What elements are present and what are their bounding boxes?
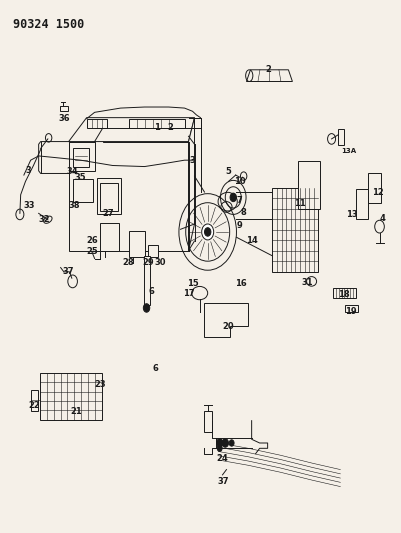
Bar [100,183,118,211]
Text: 18: 18 [338,289,349,298]
Polygon shape [69,118,194,142]
Text: 14: 14 [246,237,257,246]
Bar [144,256,150,305]
Polygon shape [69,128,188,251]
Circle shape [229,440,234,446]
Text: 22: 22 [29,401,41,410]
Bar [40,373,102,419]
Bar [298,161,320,209]
Text: 23: 23 [94,380,105,389]
Text: 12: 12 [373,188,384,197]
Text: 5: 5 [225,167,231,176]
Bar [30,390,38,411]
Text: 30: 30 [155,258,166,266]
Text: 2: 2 [265,66,271,74]
Text: 15: 15 [186,279,198,288]
Text: 34: 34 [66,167,78,176]
Circle shape [205,228,211,236]
Text: 29: 29 [142,258,154,266]
Text: 16: 16 [235,279,246,288]
Text: 13: 13 [346,210,357,219]
Bar [356,189,368,219]
Text: 13A: 13A [341,148,356,154]
Text: 32: 32 [39,215,51,224]
Text: 3: 3 [190,156,195,165]
Circle shape [217,439,223,447]
Text: 31: 31 [302,278,314,287]
Text: 10: 10 [234,177,245,186]
Polygon shape [345,305,358,312]
Bar [272,188,318,272]
Bar [205,411,212,432]
Bar [73,148,89,166]
Bar [73,179,93,201]
Text: 20: 20 [223,321,234,330]
Text: 35: 35 [75,173,87,182]
Bar [129,231,144,257]
Text: 19: 19 [344,307,356,316]
Circle shape [202,224,214,240]
Text: 37: 37 [218,478,229,486]
Bar [60,106,68,111]
Text: 38: 38 [69,201,80,210]
Text: 28: 28 [122,258,134,266]
Circle shape [143,304,150,312]
Text: 21: 21 [70,407,82,416]
Text: 6: 6 [153,364,159,373]
Text: 3: 3 [25,166,31,175]
Text: 7: 7 [237,196,243,205]
Circle shape [230,193,237,201]
Bar [338,130,344,146]
Circle shape [222,439,229,447]
Bar [148,245,158,257]
Polygon shape [205,303,249,337]
Text: 17: 17 [183,288,194,297]
Text: 8: 8 [241,208,247,217]
Polygon shape [188,118,194,251]
Bar [97,178,122,214]
Bar [369,173,381,203]
Text: 27: 27 [102,209,113,218]
Bar [100,223,119,251]
Polygon shape [333,288,356,298]
Polygon shape [69,142,95,171]
Text: 2: 2 [168,123,174,132]
Text: 25: 25 [86,247,98,256]
Polygon shape [247,70,292,82]
Text: 36: 36 [58,114,70,123]
Text: 90324 1500: 90324 1500 [13,18,84,31]
Text: 11: 11 [294,199,306,208]
Circle shape [217,445,222,451]
Text: 24: 24 [217,455,228,463]
Text: 9: 9 [237,221,243,230]
Text: 37: 37 [62,268,73,276]
Text: 1: 1 [154,123,160,132]
Text: 26: 26 [86,237,98,246]
Text: 6: 6 [149,287,155,296]
Text: 33: 33 [24,201,35,210]
Text: 4: 4 [379,214,385,223]
